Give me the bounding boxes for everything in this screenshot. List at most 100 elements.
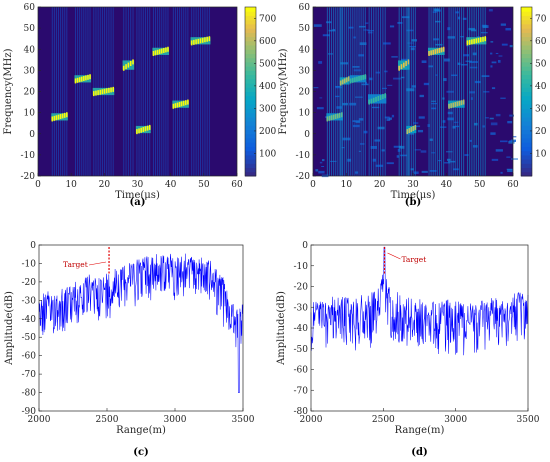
- panel-d: Target 2000 2500 3000 3500 0 -10 -20 -30 -40 -50 -6…: [276, 241, 540, 458]
- noise-cell: [410, 47, 415, 51]
- colorbar-band: [245, 70, 256, 76]
- sidelobe-streak: [140, 7, 142, 176]
- x-axis-label: Time(μs): [115, 190, 160, 201]
- noise-cell: [443, 78, 447, 82]
- signal-segment: [466, 40, 469, 46]
- sidelobe-streak: [326, 7, 328, 176]
- y-tick-label: -10: [296, 151, 311, 161]
- signal-segment: [330, 115, 333, 121]
- y-tick-label: -60: [22, 352, 37, 362]
- colorbar-band: [521, 74, 532, 80]
- colorbar-tick-label: 70: [535, 14, 547, 24]
- noise-cell: [400, 76, 405, 79]
- noise-cell: [386, 118, 391, 121]
- sidelobe-streak: [179, 7, 181, 176]
- noise-cell: [500, 171, 503, 174]
- y-tick-label: -30: [22, 296, 37, 306]
- y-tick-label: 40: [24, 45, 36, 55]
- signal-segment: [57, 114, 60, 120]
- sidelobe-streak: [441, 7, 443, 176]
- sidelobe-streak: [62, 7, 64, 176]
- signal-segment: [66, 112, 68, 118]
- signal-segment: [408, 128, 411, 134]
- signal-segment: [458, 100, 461, 106]
- y-tick-label: 60: [24, 3, 36, 13]
- sidelobe-streak: [401, 7, 402, 176]
- y-tick-label: 50: [24, 24, 36, 34]
- noise-cell: [447, 111, 453, 115]
- noise-cell: [411, 85, 416, 88]
- sidelobe-streak: [206, 7, 208, 176]
- colorbar-band: [521, 91, 532, 97]
- noise-cell: [319, 97, 323, 99]
- x-tick-label: 2500: [372, 415, 395, 425]
- x-tick-label: 3500: [517, 415, 540, 425]
- colorbar-band: [245, 163, 256, 169]
- noise-cell: [375, 164, 384, 167]
- signal-segment: [103, 88, 106, 94]
- y-tick-label: 0: [302, 241, 308, 251]
- x-axis-label: Range(m): [395, 425, 445, 436]
- noise-cell: [410, 168, 414, 171]
- signal-segment: [61, 113, 64, 119]
- noise-cell: [367, 31, 373, 34]
- noise-cell: [501, 43, 508, 46]
- noise-cell: [393, 145, 402, 148]
- noise-cell: [453, 168, 459, 171]
- colorbar-band: [245, 91, 256, 97]
- colorbar-band: [245, 116, 256, 122]
- plot-background: [39, 245, 243, 411]
- colorbar-band: [521, 146, 532, 152]
- noise-cell: [473, 122, 478, 126]
- y-tick-label: -10: [22, 259, 37, 269]
- colorbar-band: [245, 121, 256, 126]
- colorbar-band: [521, 171, 532, 177]
- noise-cell: [321, 165, 325, 167]
- sidelobe-streak: [354, 7, 356, 176]
- signal-segment: [95, 90, 97, 96]
- y-tick-label: 60: [299, 3, 311, 13]
- sidelobe-streak: [482, 7, 484, 176]
- sidelobe-streak: [454, 7, 456, 176]
- signal-segment: [206, 36, 208, 42]
- noise-cell: [352, 66, 360, 68]
- noise-cell: [469, 61, 474, 64]
- colorbar-band: [521, 137, 532, 143]
- colorbar-band: [521, 154, 532, 160]
- x-axis-label: Time(μs): [391, 190, 436, 201]
- noise-cell: [469, 139, 472, 142]
- sidelobe-streak: [89, 7, 91, 176]
- noise-cell: [418, 116, 425, 119]
- colorbar-band: [521, 36, 532, 42]
- sidelobe-streak: [438, 7, 440, 176]
- x-tick-label: 0: [310, 180, 316, 190]
- colorbar-band: [245, 7, 256, 12]
- signal-segment: [195, 39, 197, 45]
- noise-cell: [511, 158, 518, 160]
- signal-segment: [412, 125, 415, 131]
- noise-cell: [488, 9, 493, 12]
- noise-cell: [453, 121, 459, 123]
- x-tick-label: 50: [198, 180, 210, 190]
- sidelobe-streak: [163, 7, 165, 176]
- sidelobe-streak: [373, 7, 375, 176]
- colorbar-band: [521, 66, 532, 71]
- signal-segment: [136, 129, 138, 135]
- sidelobe-streak: [185, 7, 187, 176]
- colorbar-band: [245, 23, 256, 29]
- amplitude-trace: [310, 246, 529, 356]
- noise-cell: [389, 25, 395, 28]
- target-arrow: [387, 252, 401, 260]
- colorbar-tick-label: 50: [535, 59, 547, 69]
- colorbar-band: [245, 142, 256, 147]
- sidelobe-streak: [377, 7, 379, 176]
- colorbar-band: [521, 15, 532, 21]
- signal-segment: [190, 40, 193, 46]
- signal-segment: [127, 62, 130, 68]
- y-tick-label: -40: [294, 324, 309, 334]
- y-tick-label: -50: [22, 333, 37, 343]
- signal-segment: [76, 77, 79, 83]
- noise-cell: [509, 140, 516, 142]
- sidelobe-streak: [155, 7, 157, 176]
